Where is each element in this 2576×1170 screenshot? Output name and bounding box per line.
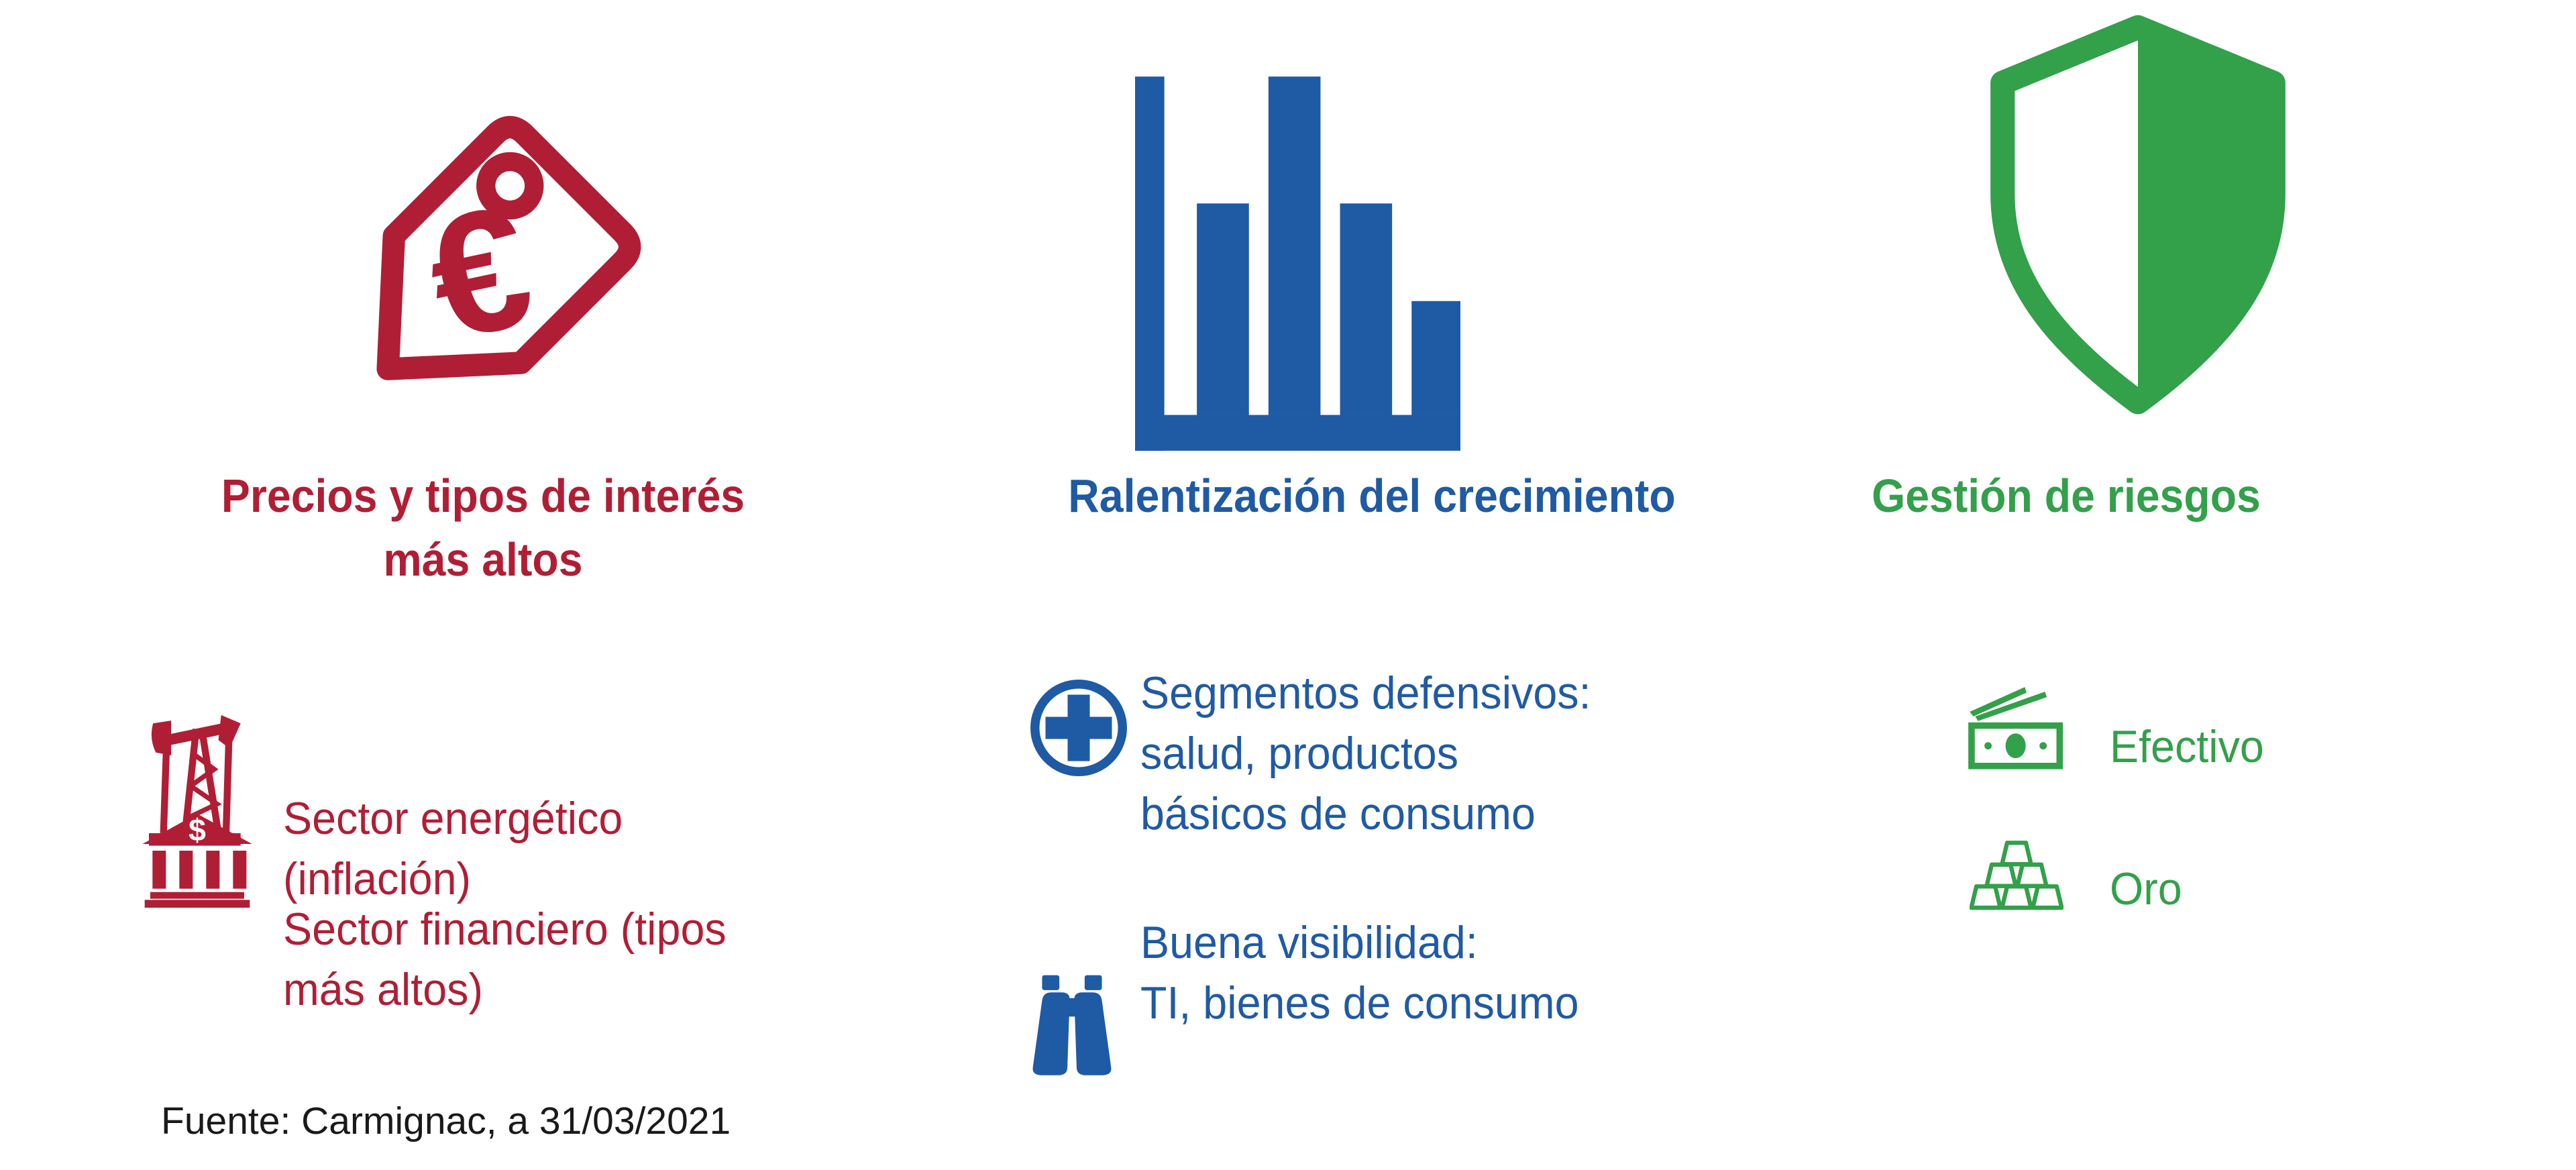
bank-icon: $	[142, 814, 252, 908]
item-sector-energetico: Sector energético (inflación)	[283, 793, 623, 904]
gold-bars-icon	[1970, 841, 2063, 910]
shield-icon	[1990, 15, 2286, 415]
bar-chart-icon	[1135, 76, 1460, 451]
column-title-riesgos: Gestión de riesgos	[1872, 470, 2261, 522]
dollar-symbol: $	[189, 814, 206, 847]
source-note: Fuente: Carmignac, a 31/03/2021	[161, 1100, 731, 1142]
item-sector-financiero: Sector financiero (tipos más altos)	[283, 904, 727, 1015]
column-title-precios: Precios y tipos de interés más altos	[221, 470, 745, 586]
binoculars-icon	[1032, 975, 1112, 1075]
item-buena-visibilidad: Buena visibilidad: TI, bienes de consumo	[1140, 917, 1579, 1028]
euro-price-tag-icon: €	[376, 115, 641, 380]
medical-cross-icon	[1030, 680, 1127, 776]
cash-icon	[1968, 687, 2063, 769]
item-oro: Oro	[2110, 863, 2182, 914]
item-efectivo: Efectivo	[2110, 721, 2264, 772]
column-title-crecimiento: Ralentización del crecimiento	[1068, 470, 1676, 522]
item-segmentos-defensivos: Segmentos defensivos: salud, productos b…	[1140, 668, 1591, 839]
